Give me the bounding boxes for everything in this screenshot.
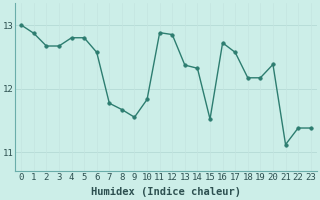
X-axis label: Humidex (Indice chaleur): Humidex (Indice chaleur)	[91, 187, 241, 197]
